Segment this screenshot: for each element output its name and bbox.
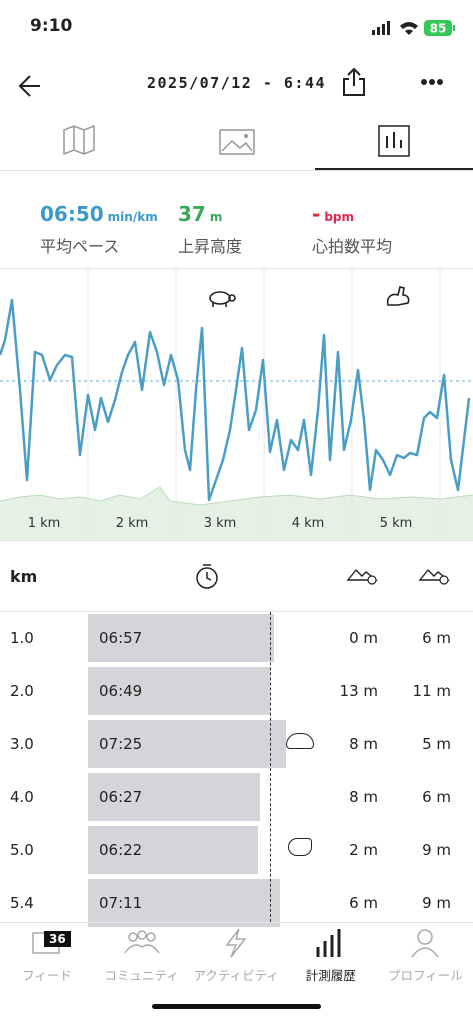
- table-header-km: km: [10, 567, 38, 586]
- rabbit-marker: [288, 838, 312, 856]
- tab-item[interactable]: 計測履歴: [284, 925, 378, 984]
- summary-value: 37: [178, 202, 206, 226]
- summary-unit: bpm: [324, 210, 354, 224]
- summary-unit: min/km: [107, 210, 158, 224]
- turtle-marker: [286, 733, 314, 749]
- summary-label: 上昇高度: [178, 237, 243, 256]
- tab-item[interactable]: コミュニティ: [95, 925, 189, 984]
- split-row: 3.0 07:25 8 m 5 m: [0, 718, 473, 771]
- pace-bar: [88, 826, 258, 874]
- share-button[interactable]: [340, 66, 368, 98]
- summary-value-row: 06:50 min/km: [40, 202, 158, 226]
- tab-icon: [189, 925, 283, 961]
- summary-label: 平均ペース: [40, 237, 120, 256]
- km-label: 2 km: [116, 516, 149, 531]
- split-km: 5.4: [10, 894, 34, 912]
- split-row: 1.0 06:57 0 m 6 m: [0, 612, 473, 665]
- elevation-line: [0, 486, 473, 506]
- split-pace: 07:25: [99, 735, 143, 753]
- header-title: 2025/07/12 - 6:44: [146, 74, 327, 92]
- split-descent: 5 m: [422, 735, 451, 753]
- tab-icon: [378, 925, 472, 961]
- pace-bar: [88, 773, 261, 821]
- summary-value: 06:50: [40, 202, 104, 226]
- split-descent: 9 m: [422, 841, 451, 859]
- summary-value-row: 37 m: [178, 202, 222, 226]
- split-pace: 06:22: [99, 841, 143, 859]
- tab-item[interactable]: 36 フィード: [0, 925, 94, 984]
- pace-bar: [88, 720, 286, 768]
- average-pace-line: [270, 612, 271, 922]
- split-row: 4.0 06:27 8 m 6 m: [0, 771, 473, 824]
- summary-unit: m: [209, 210, 223, 224]
- split-descent: 11 m: [412, 682, 451, 700]
- split-pace: 07:11: [99, 894, 143, 912]
- split-pace: 06:49: [99, 682, 143, 700]
- split-km: 1.0: [10, 629, 34, 647]
- summary-value-row: - bpm: [312, 202, 354, 226]
- pace-bar: [88, 879, 280, 927]
- turtle-icon: [209, 291, 236, 307]
- split-descent: 6 m: [422, 788, 451, 806]
- tab-icon: [284, 925, 378, 961]
- split-km: 3.0: [10, 735, 34, 753]
- split-ascent: 8 m: [349, 788, 378, 806]
- km-label: 1 km: [28, 516, 61, 531]
- pace-chart: 1 km 2 km 3 km 4 km 5 km: [0, 269, 473, 540]
- tab-label: アクティビティ: [193, 968, 279, 983]
- km-label: 5 km: [380, 516, 413, 531]
- home-indicator: [152, 1004, 321, 1009]
- chart-tab[interactable]: [378, 125, 410, 157]
- more-button[interactable]: [420, 78, 446, 86]
- tab-label: コミュニティ: [104, 968, 179, 983]
- map-tab[interactable]: [63, 124, 95, 156]
- split-pace: 06:57: [99, 629, 143, 647]
- split-ascent: 13 m: [339, 682, 378, 700]
- table-header-icons: [196, 564, 450, 589]
- summary-value: -: [312, 202, 321, 226]
- pace-bar: [88, 614, 274, 662]
- elevation-area: [0, 487, 473, 540]
- tab-icon: [95, 925, 189, 961]
- photo-tab[interactable]: [219, 129, 255, 155]
- tab-label: プロフィール: [388, 968, 463, 983]
- split-ascent: 8 m: [349, 735, 378, 753]
- pace-bar: [88, 667, 270, 715]
- split-pace: 06:27: [99, 788, 143, 806]
- tab-badge: 36: [44, 931, 71, 947]
- tab-label: 計測履歴: [305, 968, 356, 983]
- tab-item[interactable]: アクティビティ: [189, 925, 283, 984]
- summary-label: 心拍数平均: [312, 237, 393, 256]
- km-label: 3 km: [204, 516, 237, 531]
- split-km: 4.0: [10, 788, 34, 806]
- split-ascent: 0 m: [349, 629, 378, 647]
- view-tabs: [63, 124, 473, 170]
- split-descent: 6 m: [422, 629, 451, 647]
- split-ascent: 2 m: [349, 841, 378, 859]
- split-row: 2.0 06:49 13 m 11 m: [0, 665, 473, 718]
- tab-icon: 36: [0, 925, 94, 961]
- rabbit-icon: [386, 286, 410, 306]
- battery-level: 85: [430, 22, 447, 36]
- split-km: 5.0: [10, 841, 34, 859]
- km-label: 4 km: [292, 516, 325, 531]
- split-row: 5.4 07:11 6 m 9 m: [0, 877, 473, 930]
- tab-item[interactable]: プロフィール: [378, 925, 472, 984]
- split-descent: 9 m: [422, 894, 451, 912]
- tab-label: フィード: [22, 968, 72, 983]
- split-row: 5.0 06:22 2 m 9 m: [0, 824, 473, 877]
- split-ascent: 6 m: [349, 894, 378, 912]
- split-km: 2.0: [10, 682, 34, 700]
- status-icons: 85: [372, 20, 455, 36]
- back-button[interactable]: [16, 72, 46, 100]
- pace-line: [0, 298, 471, 502]
- status-time: 9:10: [30, 16, 73, 36]
